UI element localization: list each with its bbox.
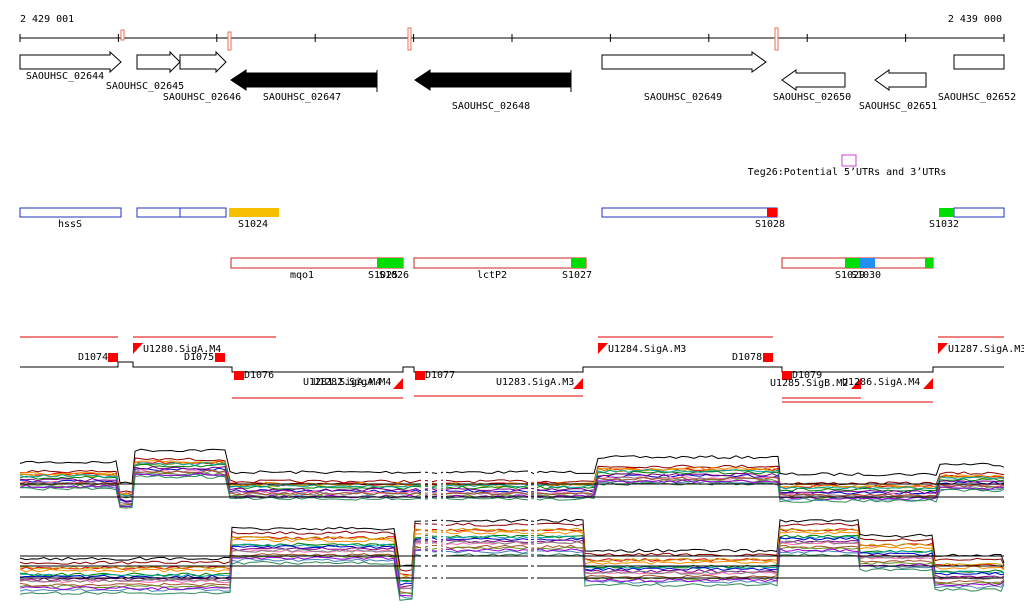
- features-1: hssS S1024 S1028 S1032: [19, 207, 1005, 230]
- gene-label: SAOUHSC_02647: [263, 92, 341, 103]
- feature-label: hssS: [58, 219, 82, 230]
- expression-line: [19, 466, 1005, 502]
- gene-label: SAOUHSC_02645: [106, 81, 184, 92]
- promoter-label: D1077: [425, 370, 455, 381]
- expression-line: [19, 548, 1005, 597]
- expression-line: [19, 463, 1005, 499]
- expression-line: [19, 522, 1005, 572]
- feature-label: S1028: [755, 219, 785, 230]
- expression-line: [19, 534, 1005, 582]
- feature-label: S1027: [562, 270, 592, 281]
- expression-line: [19, 472, 1005, 508]
- gap: [443, 440, 446, 600]
- expression-line: [19, 462, 1005, 497]
- features-2: mqo1 S1025 S1026 lctP2 S1027 S1029 S1030: [230, 257, 934, 281]
- promoter-label: D1076: [244, 370, 274, 381]
- track-label: Teg26:Potential 5’UTRs and 3’UTRs: [748, 167, 947, 178]
- ruler: 2 429 001 2 439 000: [19, 14, 1005, 51]
- gene-label: SAOUHSC_02648: [452, 101, 530, 112]
- expression-line: [19, 474, 1005, 509]
- feature-label: mqo1: [290, 270, 314, 281]
- expression-line: [19, 473, 1005, 508]
- expression-line: [19, 536, 1005, 586]
- expression-tracks: [19, 440, 1005, 601]
- promoter-label: D1074: [78, 352, 108, 363]
- promoter-label: U1282.SigA.M4: [313, 377, 391, 388]
- promoter-label: D1079: [792, 370, 822, 381]
- promoter-label: U1284.SigA.M3: [608, 344, 686, 355]
- gene-label: SAOUHSC_02652: [938, 92, 1016, 103]
- feature-label: S1025: [368, 270, 398, 281]
- gene-labels: SAOUHSC_02644 SAOUHSC_02645 SAOUHSC_0264…: [26, 71, 1016, 112]
- promoter-label: U1283.SigA.M3: [496, 377, 574, 388]
- gene-label: SAOUHSC_02651: [859, 101, 937, 112]
- expression-line: [19, 549, 1005, 599]
- expression-line: [19, 544, 1005, 594]
- expression-line: [19, 530, 1005, 580]
- feature-label: S1026: [379, 270, 409, 281]
- feature-label: lctP2: [477, 270, 507, 281]
- feature-label: S1030: [851, 270, 881, 281]
- gap: [534, 440, 537, 600]
- expression-line: [19, 518, 1005, 567]
- expression-line: [19, 546, 1005, 595]
- expression-line: [19, 552, 1005, 601]
- promoter-label: D1075: [184, 352, 214, 363]
- gene-label: SAOUHSC_02646: [163, 92, 241, 103]
- coord-start: 2 429 001: [20, 14, 74, 25]
- feature-label: S1029: [835, 270, 865, 281]
- feature-label: S1032: [929, 219, 959, 230]
- expression-line: [19, 457, 1005, 493]
- expression-line: [19, 527, 1005, 576]
- promoter-label: D1078: [732, 352, 762, 363]
- gap: [421, 440, 425, 600]
- expression-line: [19, 448, 1005, 485]
- gap: [428, 440, 432, 600]
- promoter-label: U1281.SigA.M4: [303, 377, 381, 388]
- expression-line: [19, 540, 1005, 590]
- gap: [437, 440, 441, 600]
- genes: [19, 50, 1005, 92]
- promoter-track: D1074 U1280.SigA.M4 D1075 D1076 U1281.Si…: [20, 336, 1024, 403]
- gene-label: SAOUHSC_02650: [773, 92, 851, 103]
- coord-end: 2 439 000: [948, 14, 1002, 25]
- promoter-label: U1285.SigB.M2: [770, 378, 848, 389]
- promoter-label: U1280.SigA.M4: [143, 344, 221, 355]
- promoter-label: U1286.SigA.M4: [842, 377, 920, 388]
- expression-line: [20, 535, 1005, 583]
- gene-label: SAOUHSC_02644: [26, 71, 104, 82]
- expression-line: [19, 527, 1005, 577]
- promoter-label: U1287.SigA.M3: [948, 344, 1024, 355]
- feature-label: S1024: [238, 219, 268, 230]
- teg26-box: [841, 154, 857, 167]
- gene-label: SAOUHSC_02649: [644, 92, 722, 103]
- gap: [528, 440, 531, 600]
